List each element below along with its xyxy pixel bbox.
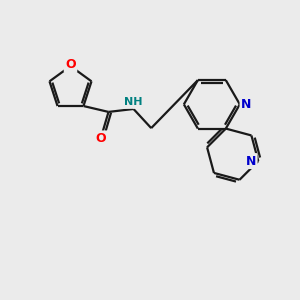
- Text: O: O: [96, 132, 106, 145]
- Text: N: N: [246, 154, 256, 167]
- Text: NH: NH: [124, 98, 143, 107]
- Text: O: O: [65, 58, 76, 71]
- Text: N: N: [241, 98, 251, 111]
